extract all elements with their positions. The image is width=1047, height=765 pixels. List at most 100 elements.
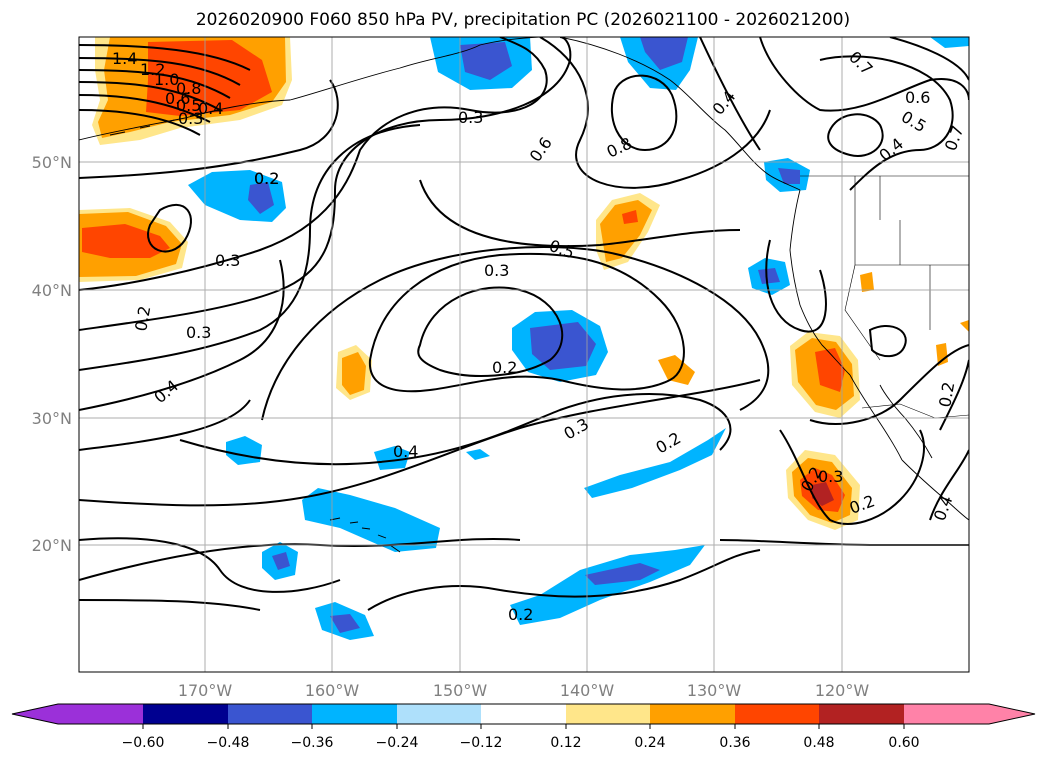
longitude-labels: 170°W 160°W 150°W 140°W 130°W 120°W <box>178 681 870 700</box>
lon-label-120w: 120°W <box>815 681 870 700</box>
pv-label: 0.3 <box>458 108 483 127</box>
us-mexico-border <box>861 403 969 419</box>
lat-label-20n: 20°N <box>32 536 72 555</box>
colorbar-bin-6 <box>566 704 650 724</box>
precip-positive-nw-inner <box>146 40 272 116</box>
colorbar-tick-label: −0.24 <box>376 735 419 751</box>
precip-negative-n3-core <box>640 37 688 70</box>
colorbar-bin-9 <box>819 704 904 724</box>
pv-contour-line <box>610 74 678 152</box>
precip-negative-sub7 <box>374 446 410 470</box>
pv-contour-line <box>261 246 770 421</box>
colorbar-bin-5 <box>481 704 566 724</box>
colorbar-bin-3 <box>312 704 397 724</box>
lon-label-140w: 140°W <box>560 681 615 700</box>
pv-contour-line <box>79 259 285 411</box>
pv-contour-line <box>809 344 969 425</box>
gridlines <box>79 37 969 672</box>
pv-label: 0.5 <box>176 96 201 115</box>
colorbar-tick-label: 0.36 <box>719 735 750 751</box>
colorbar-extend-min-body <box>58 704 143 724</box>
pv-contour-line <box>889 37 969 81</box>
precip-positive-small <box>658 355 695 385</box>
colorbar-ticks <box>142 724 905 729</box>
pv-contour-line <box>147 203 192 253</box>
aleutian-islands <box>109 109 221 136</box>
colorbar-outline <box>11 703 1036 725</box>
figure-title: 2026020900 F060 850 hPa PV, precipitatio… <box>196 10 850 30</box>
pv-contour-line <box>79 79 339 179</box>
pv-label: 0.8 <box>176 79 201 98</box>
pv-contour-line <box>759 37 969 112</box>
pv-label: 0.2 <box>131 304 154 332</box>
precip-negative-coast-core <box>758 268 780 284</box>
colorbar-extend-max <box>989 704 1035 724</box>
alaska-panhandle-coastline <box>559 37 801 191</box>
precip-positive-small2 <box>860 272 874 292</box>
precip-negative-sub3-core <box>585 563 660 585</box>
lon-label-150w: 150°W <box>433 681 488 700</box>
pv-label: 0.3 <box>186 323 211 342</box>
pv-contour-line <box>79 537 341 593</box>
pv-label: 0.2 <box>254 169 279 188</box>
pv-contour-line <box>179 393 732 466</box>
precip-negative-n2-core <box>460 42 512 80</box>
pv-contour-line <box>765 239 827 333</box>
colorbar-tick-label: 0.12 <box>550 735 581 751</box>
lat-label-50n: 50°N <box>32 153 72 172</box>
lon-label-170w: 170°W <box>178 681 233 700</box>
precip-positive-mid-core <box>622 210 638 224</box>
lon-label-130w: 130°W <box>687 681 742 700</box>
pv-contour-line <box>699 37 761 151</box>
pv-label: 1.4 <box>112 49 137 68</box>
state-borders <box>844 176 969 361</box>
pv-contour-line <box>79 44 251 71</box>
precip-negative-sub8 <box>466 449 490 460</box>
colorbar-bin-7 <box>650 704 735 724</box>
precip-negative-central-core <box>530 322 596 370</box>
colorbar-tick-label: −0.60 <box>122 735 165 751</box>
precip-negative-ne <box>930 37 969 48</box>
colorbar-bin-8 <box>735 704 819 724</box>
map-panel: 1.4 1.2 1.0 0.8 0.6 0.5 0.4 0.3 0.2 0.2 … <box>78 36 970 673</box>
pv-label: 0.6 <box>905 88 930 107</box>
pv-label: 0.3 <box>484 261 509 280</box>
colorbar-tick-label: −0.36 <box>291 735 334 751</box>
pv-contour-line <box>79 94 211 123</box>
pv-contour-line <box>79 599 261 611</box>
pv-label: 1.0 <box>154 70 179 89</box>
colorbar-tick-label: 0.48 <box>803 735 834 751</box>
pv-label: 1.2 <box>140 60 165 79</box>
precip-negative-n1-core <box>248 182 274 214</box>
lat-label-40n: 40°N <box>32 281 72 300</box>
colorbar-tick-label: −0.12 <box>460 735 503 751</box>
precip-negative-sub4-core <box>272 552 290 570</box>
pv-contour-line <box>419 179 741 248</box>
precip-positive-mexico-core <box>812 482 834 506</box>
pv-contour-line <box>79 81 221 111</box>
pv-contour-line <box>79 109 201 136</box>
pv-contour-line <box>368 252 685 393</box>
map-frame <box>78 36 970 673</box>
precip-positive-sw-inner <box>342 352 366 395</box>
pv-label: 0.3 <box>215 251 240 270</box>
west-coast-usa <box>789 189 851 376</box>
colorbar-bin-2 <box>228 704 312 724</box>
pv-label: 0.2 <box>508 605 533 624</box>
pv-contour-line <box>367 549 761 611</box>
pv-contour-line <box>417 286 564 377</box>
pv-contour-line <box>939 359 969 431</box>
pv-contour-line <box>79 57 241 86</box>
pv-contour-line <box>868 325 907 358</box>
precip-negative-sub1 <box>302 488 440 552</box>
precip-positive-baja-core <box>815 348 845 392</box>
pv-label: 0.2 <box>492 358 517 377</box>
pv-label: 0.2 <box>254 169 279 188</box>
colorbar-bin-4 <box>397 704 481 724</box>
colorbar-tick-label: −0.48 <box>207 735 250 751</box>
colorbar: −0.60 −0.48 −0.36 −0.24 −0.12 0.12 0.24 … <box>11 703 1036 751</box>
pv-label: 0.2 <box>935 380 958 408</box>
lat-label-30n: 30°N <box>32 409 72 428</box>
pv-contour-line <box>79 399 251 451</box>
precip-negative-vancouver-core <box>778 168 800 184</box>
